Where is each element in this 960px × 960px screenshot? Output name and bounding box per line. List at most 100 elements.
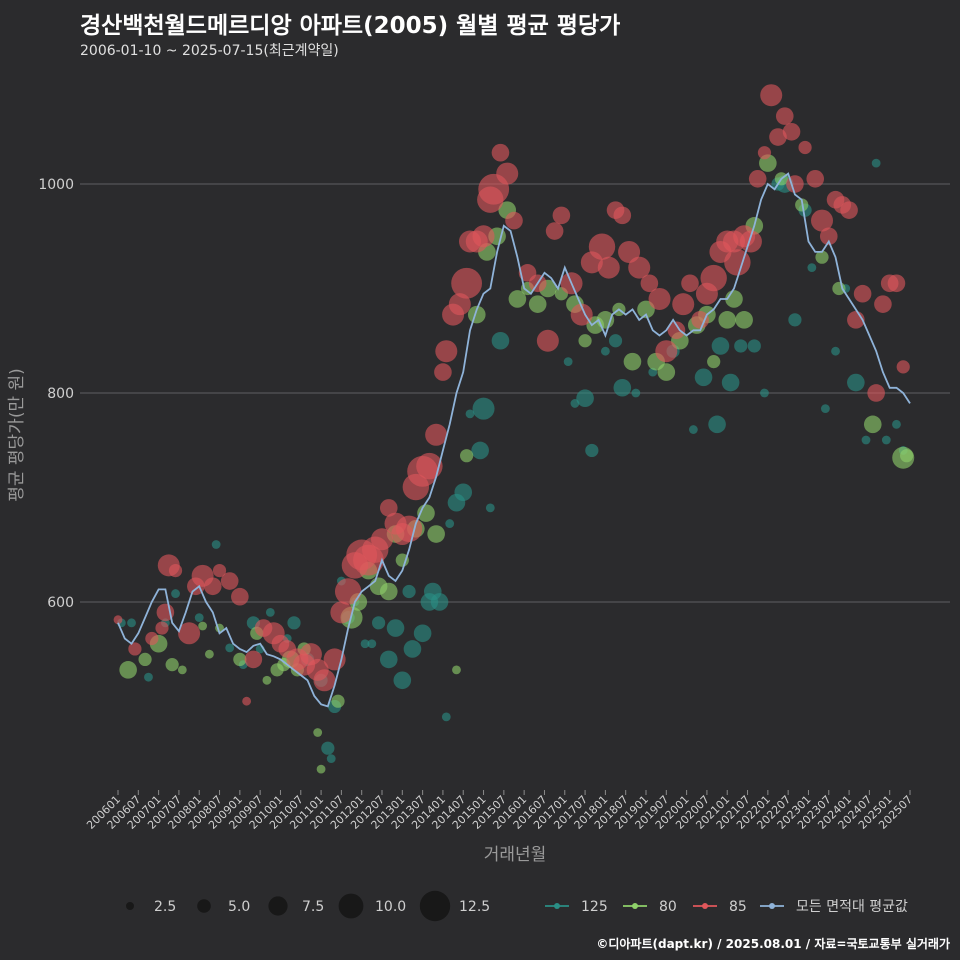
point-85-57 — [545, 222, 564, 240]
point-125-59 — [747, 339, 761, 353]
point-85-45 — [451, 267, 483, 299]
point-85-33 — [379, 499, 398, 517]
average-line — [117, 172, 911, 708]
point-85-103 — [896, 360, 910, 374]
legend: 2.5 5.0 7.5 10.0 12.5 125 80 85 모든 면적대 평균값 — [126, 890, 908, 922]
point-125-69 — [847, 373, 865, 392]
point-85-67 — [628, 256, 651, 279]
point-85-102 — [887, 274, 906, 293]
point-125-71 — [871, 158, 881, 168]
point-85-76 — [700, 264, 727, 292]
point-125-11 — [265, 607, 275, 617]
point-85-0 — [113, 615, 123, 625]
x-axis-title: 거래년월 — [484, 845, 547, 865]
point-85-73 — [681, 274, 699, 293]
point-85-86 — [769, 128, 787, 146]
point-85-82 — [739, 230, 762, 253]
source-caption: ©디아파트(dapt.kr) / 2025.08.01 / 자료=국토교통부 실… — [596, 937, 950, 951]
legend-dot-2 — [702, 903, 708, 909]
point-125-54 — [694, 368, 713, 387]
point-85-71 — [667, 321, 686, 340]
point-125-33 — [430, 593, 449, 611]
point-85-66 — [618, 240, 641, 263]
point-85-69 — [648, 287, 671, 310]
point-125-72 — [881, 435, 891, 445]
point-80-3 — [165, 658, 179, 672]
point-85-62 — [588, 233, 616, 260]
point-80-45 — [623, 352, 642, 371]
point-125-73 — [892, 419, 901, 429]
y-tick-1000: 1000 — [38, 177, 74, 193]
point-125-55 — [708, 415, 726, 434]
point-85-88 — [782, 122, 801, 141]
point-80-0 — [119, 661, 137, 679]
point-85-91 — [806, 170, 825, 188]
y-axis-ticks: 600 800 1000 — [38, 177, 74, 611]
point-125-46 — [585, 443, 599, 458]
point-80-48 — [657, 363, 676, 381]
size-legend-mark-2 — [268, 896, 288, 916]
chart-subtitle: 2006-01-10 ~ 2025-07-15(최근계약일) — [80, 43, 339, 59]
y-tick-800: 800 — [47, 386, 74, 402]
point-85-10 — [203, 577, 222, 596]
legend-label-1: 80 — [659, 899, 677, 915]
point-125-27 — [393, 671, 412, 690]
point-85-93 — [819, 227, 838, 246]
point-125-53 — [688, 425, 698, 434]
point-80-18 — [331, 694, 345, 708]
legend-label-0: 125 — [581, 899, 608, 915]
grid-lines — [80, 183, 950, 603]
point-85-85 — [760, 84, 783, 107]
point-85-26 — [330, 601, 353, 624]
point-125-42 — [491, 331, 510, 350]
point-125-60 — [760, 388, 769, 398]
average-line-group — [117, 172, 911, 708]
point-85-72 — [672, 293, 695, 316]
point-80-37 — [528, 295, 547, 313]
point-85-90 — [798, 140, 812, 155]
point-80-31 — [467, 305, 486, 324]
point-85-84 — [757, 146, 772, 160]
legend-label-2: 85 — [729, 899, 747, 915]
point-80-8 — [233, 652, 247, 667]
point-125-57 — [721, 373, 740, 392]
chart-title: 경산백천월드메르디앙 아파트(2005) 월별 평균 평당가 — [80, 13, 621, 39]
size-legend-mark-1 — [197, 899, 211, 913]
point-125-28 — [402, 584, 416, 599]
point-125-50 — [631, 388, 641, 398]
size-legend-mark-4 — [419, 890, 451, 922]
point-85-100 — [874, 295, 892, 313]
point-85-24 — [313, 669, 336, 692]
point-85-14 — [242, 696, 252, 706]
point-125-22 — [360, 639, 370, 649]
point-85-99 — [867, 384, 885, 402]
point-125-4 — [171, 589, 180, 598]
point-125-17 — [326, 754, 336, 764]
point-85-39 — [416, 452, 443, 480]
point-80-4 — [177, 665, 187, 675]
size-legend-mark-0 — [126, 902, 134, 910]
point-80-28 — [427, 525, 445, 543]
point-80-23 — [379, 582, 398, 601]
point-80-52 — [707, 355, 721, 369]
size-legend-label-4: 12.5 — [459, 899, 490, 915]
point-125-26 — [386, 619, 405, 637]
point-125-35 — [445, 519, 455, 528]
point-125-56 — [711, 337, 730, 355]
point-85-48 — [472, 225, 495, 248]
point-125-66 — [820, 404, 830, 414]
legend-dot-1 — [632, 903, 638, 909]
point-125-58 — [734, 339, 748, 353]
point-80-35 — [508, 290, 527, 308]
size-legend-mark-3 — [338, 893, 364, 919]
point-80-53 — [718, 311, 737, 329]
point-125-5 — [194, 613, 204, 623]
point-85-2 — [145, 631, 159, 646]
point-85-56 — [536, 329, 559, 352]
point-80-60 — [815, 250, 829, 264]
point-125-29 — [403, 640, 422, 658]
point-125-63 — [788, 313, 802, 327]
point-80-6 — [204, 649, 214, 659]
point-85-15 — [244, 650, 263, 669]
point-125-47 — [600, 346, 610, 356]
